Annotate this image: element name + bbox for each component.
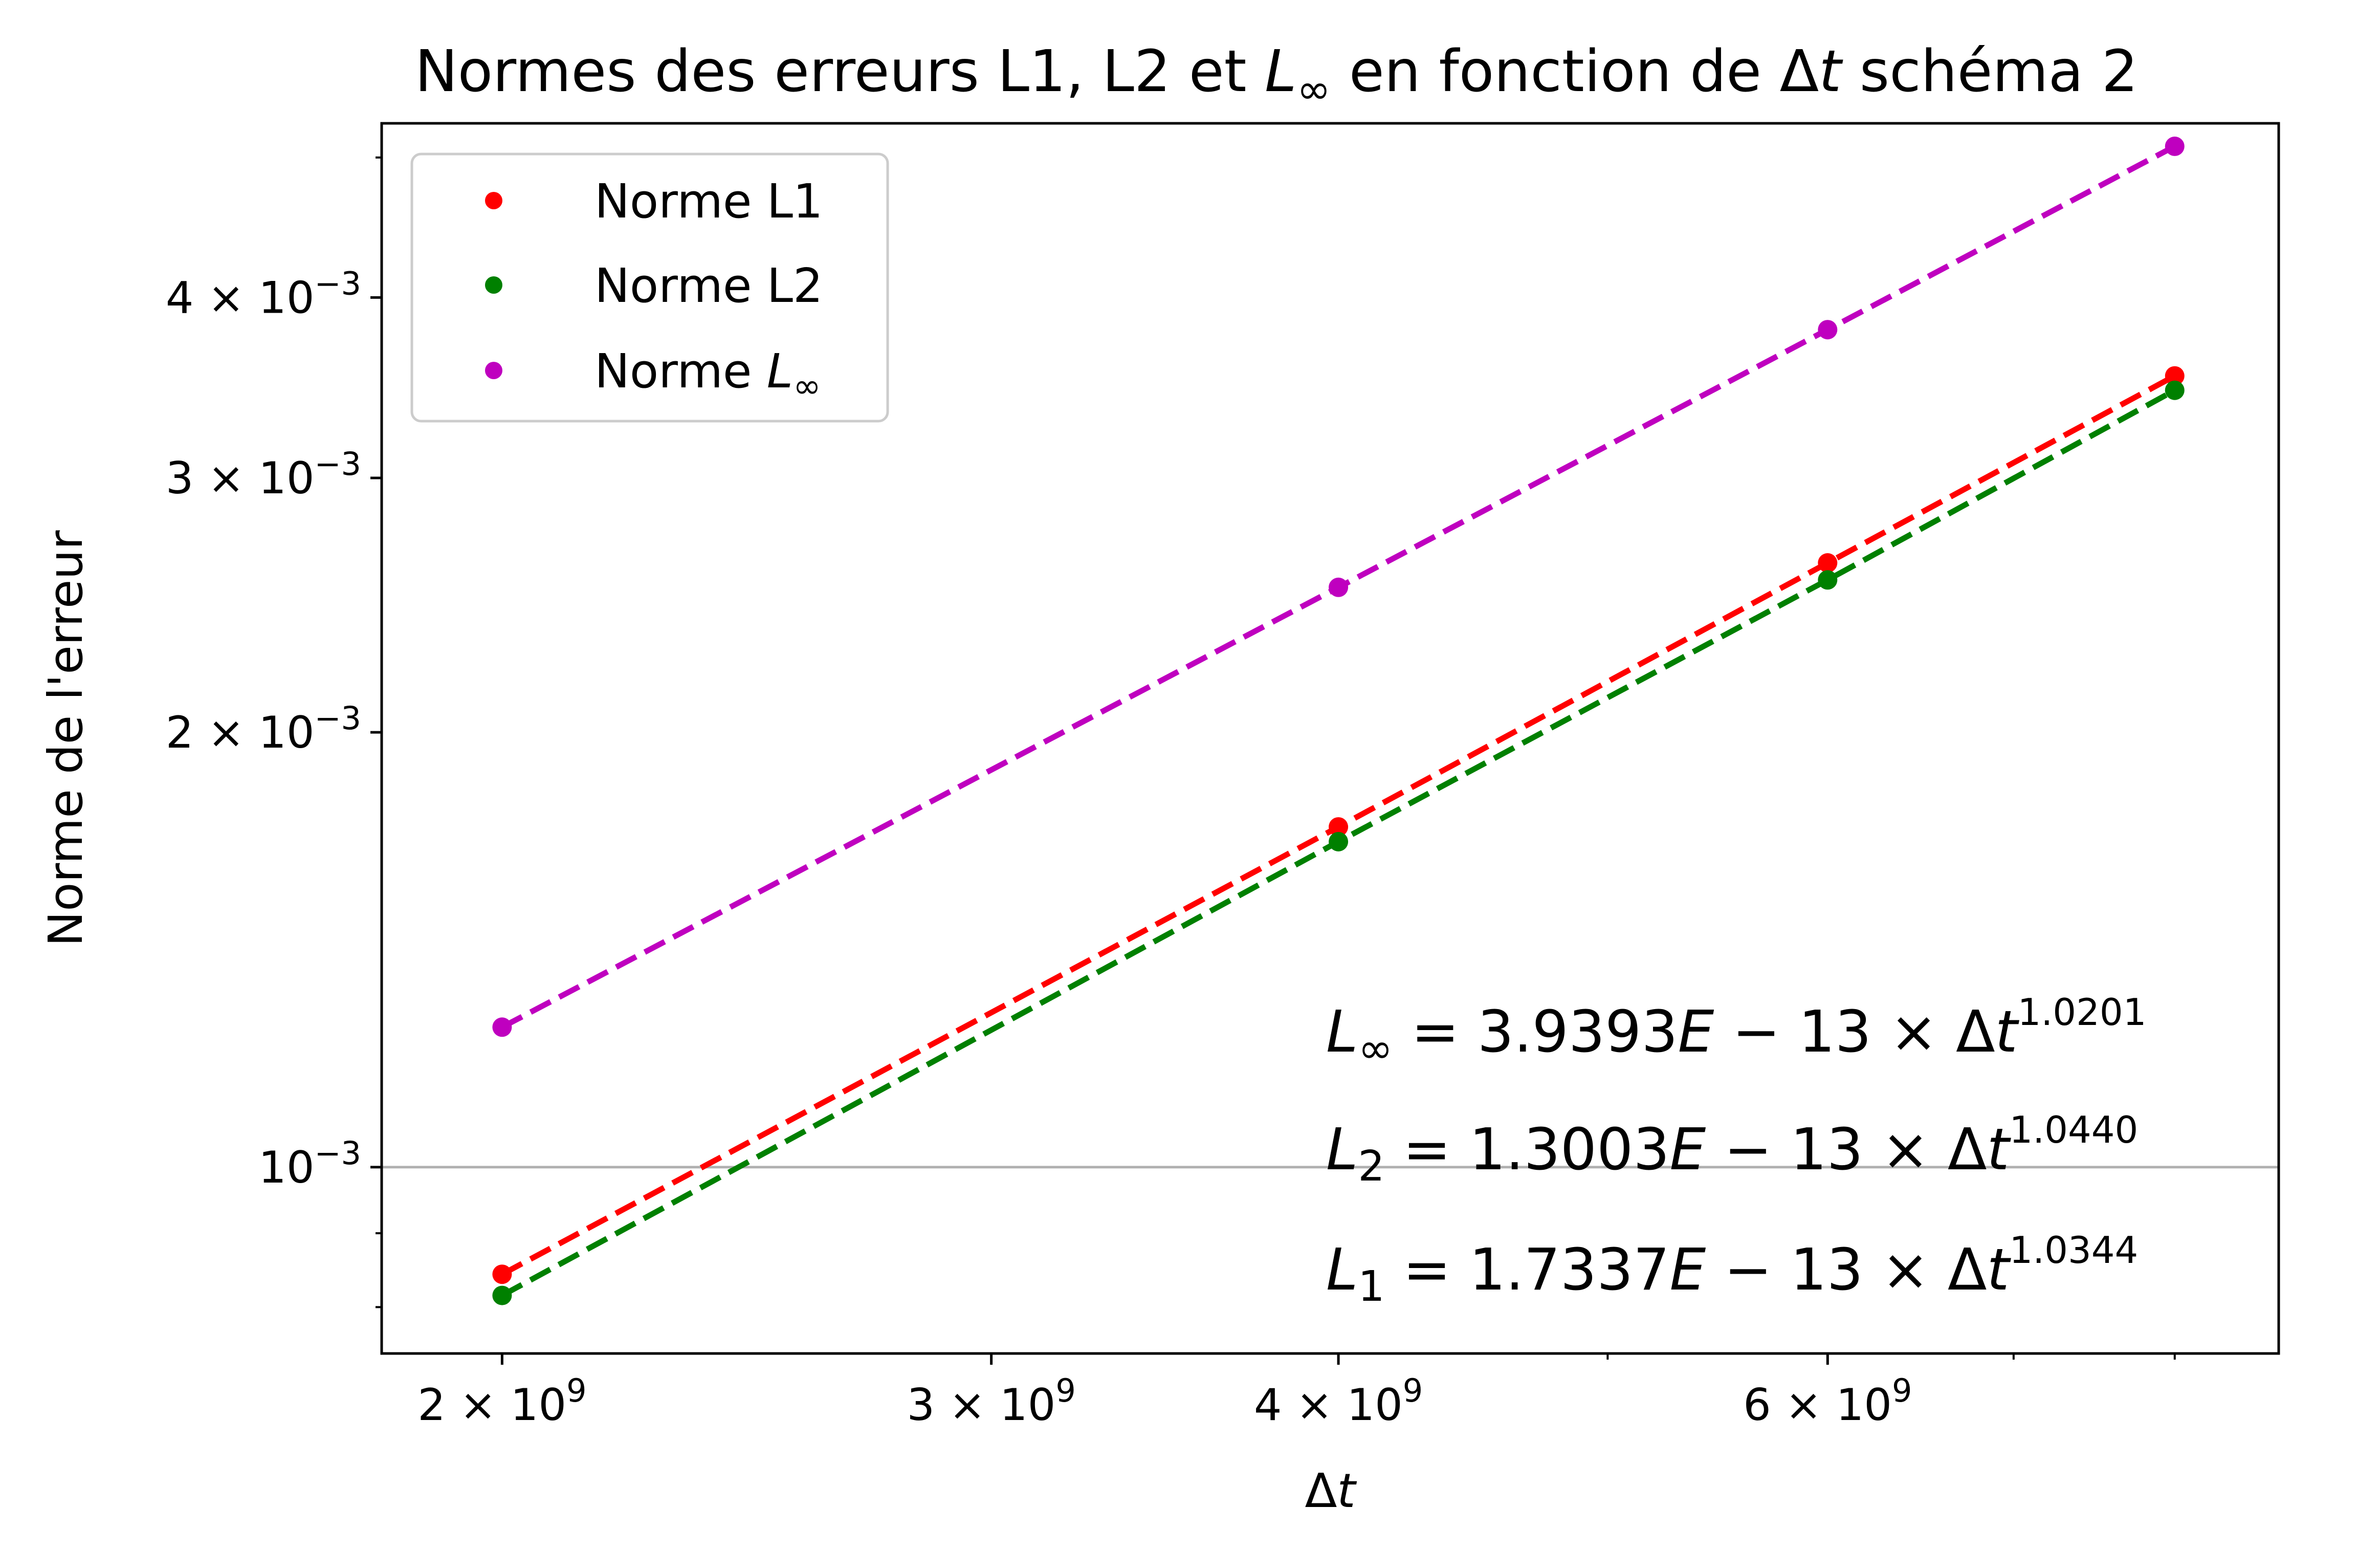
series-0-point-2 <box>1818 553 1838 573</box>
legend-marker-l2 <box>485 276 502 294</box>
annotation-l2: L2 = 1.3003E − 13 × Δt1.0440 <box>1326 1108 2138 1191</box>
series-line-2 <box>500 144 2176 1030</box>
x-tick-label-2: 4 × 109 <box>1254 1372 1423 1431</box>
y-tick-label-3: 4 × 10−3 <box>166 265 361 323</box>
y-tick-label-1: 2 × 10−3 <box>166 700 361 758</box>
series-1-point-3 <box>2165 380 2185 400</box>
series-line-0 <box>500 373 2176 1277</box>
series-0-point-3 <box>2165 366 2185 386</box>
legend: Norme L1 Norme L2 Norme L∞ <box>410 152 889 423</box>
y-axis-label: Norme de l'erreur <box>38 530 93 946</box>
plot-frame <box>380 122 2280 1355</box>
legend-label-l1: Norme L1 <box>594 174 823 229</box>
series-0-point-0 <box>492 1264 512 1284</box>
legend-label-l2: Norme L2 <box>594 258 823 313</box>
chart-title: Normes des erreurs L1, L2 et L∞ en fonct… <box>415 38 2138 113</box>
y-tick-label-0: 10−3 <box>258 1134 361 1193</box>
annotation-l1: L1 = 1.7337E − 13 × Δt1.0344 <box>1326 1229 2138 1311</box>
series-2-point-0 <box>492 1017 512 1037</box>
x-tick-label-1: 3 × 109 <box>907 1372 1075 1431</box>
series-2-point-1 <box>1329 577 1349 597</box>
series-1-point-0 <box>492 1285 512 1305</box>
x-tick-label-3: 6 × 109 <box>1743 1372 1912 1431</box>
legend-label-linf: Norme L∞ <box>594 344 821 406</box>
series-1-point-2 <box>1818 570 1838 590</box>
series-line-1 <box>500 387 2176 1298</box>
legend-marker-l1 <box>485 192 502 209</box>
series-2-point-2 <box>1818 320 1838 340</box>
series-2-point-3 <box>2165 136 2185 156</box>
annotation-linf: L∞ = 3.9393E − 13 × Δt1.0201 <box>1326 991 2147 1073</box>
legend-marker-linf <box>485 362 502 379</box>
x-tick-label-0: 2 × 109 <box>417 1372 586 1431</box>
legend-box <box>410 152 889 423</box>
ticks-layer: 2 × 109 3 × 109 4 × 109 6 × 109 10−3 2 × 10−3… <box>166 156 2176 1431</box>
series-layer <box>492 136 2185 1305</box>
fit-annotations: L∞ = 3.9393E − 13 × Δt1.0201 L2 = 1.3003… <box>1326 991 2147 1311</box>
x-axis-label: Δt <box>1305 1463 1357 1518</box>
y-tick-label-2: 3 × 10−3 <box>166 445 361 504</box>
series-0-point-1 <box>1329 817 1349 837</box>
series-1-point-1 <box>1329 832 1349 851</box>
